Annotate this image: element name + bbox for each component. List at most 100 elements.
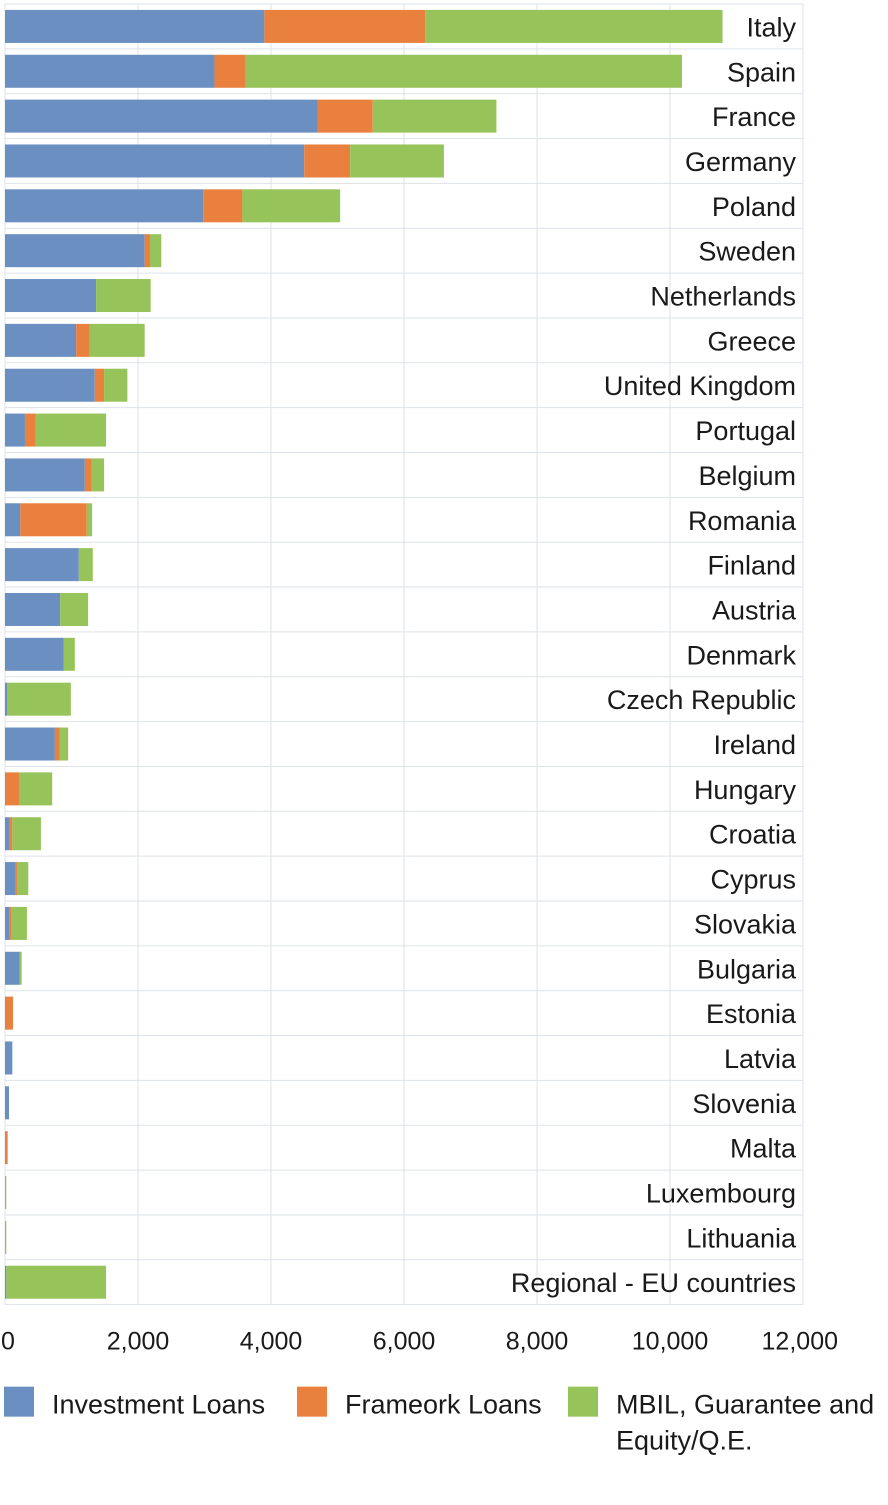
bar-segment-1 xyxy=(5,234,145,268)
gridlines xyxy=(4,3,804,1306)
bar-segment-1 xyxy=(5,772,6,806)
category-label: Regional - EU countries xyxy=(511,1268,796,1298)
bar-segment-1 xyxy=(5,323,77,357)
bar-segment-3 xyxy=(91,458,105,492)
bar-segment-3 xyxy=(5,1176,7,1210)
bar-segment-2 xyxy=(20,503,87,537)
category-label: Italy xyxy=(746,12,796,42)
category-label: Sweden xyxy=(698,237,796,267)
x-tick-label: 0 xyxy=(1,1328,15,1356)
bar-segment-1 xyxy=(5,637,64,671)
category-label: Denmark xyxy=(686,640,796,670)
bar-segment-3 xyxy=(63,637,75,671)
bar-segment-2 xyxy=(54,727,60,761)
bar-segment-3 xyxy=(5,1220,7,1254)
legend: Investment Loans Frameork Loans MBIL, Guar… xyxy=(4,1386,874,1456)
bar-segment-1 xyxy=(5,682,7,716)
category-label: Poland xyxy=(712,192,796,222)
x-tick-label: 2,000 xyxy=(107,1328,170,1356)
bar-segment-2 xyxy=(76,323,90,357)
bars xyxy=(5,9,723,1299)
category-label: Germany xyxy=(685,147,797,177)
category-label: Czech Republic xyxy=(607,685,796,715)
legend-label: Frameork Loans xyxy=(345,1390,542,1420)
bar-segment-1 xyxy=(5,817,9,851)
category-label: Greece xyxy=(707,326,796,356)
bar-segment-1 xyxy=(5,189,204,223)
x-tick-label: 8,000 xyxy=(506,1328,569,1356)
category-label: Hungary xyxy=(694,775,797,805)
bar-segment-1 xyxy=(5,413,25,447)
category-label: Spain xyxy=(727,57,796,87)
bar-segment-2 xyxy=(317,99,373,133)
category-label: Slovenia xyxy=(692,1089,797,1119)
bar-segment-2 xyxy=(5,996,13,1030)
bar-segment-3 xyxy=(19,951,22,985)
bar-segment-3 xyxy=(372,99,497,133)
bar-segment-3 xyxy=(6,1265,107,1299)
legend-label: Investment Loans xyxy=(52,1390,265,1420)
bar-segment-2 xyxy=(214,54,246,88)
bar-segment-2 xyxy=(9,906,11,940)
bar-segment-2 xyxy=(5,772,19,806)
category-label: Estonia xyxy=(706,999,797,1029)
bar-segment-1 xyxy=(5,144,305,178)
bar-segment-1 xyxy=(5,951,20,985)
x-tick-label: 6,000 xyxy=(373,1328,436,1356)
bar-segment-3 xyxy=(16,862,29,896)
bar-segment-1 xyxy=(5,279,97,313)
bar-segment-3 xyxy=(242,189,341,223)
bar-segment-1 xyxy=(5,54,215,88)
bar-segment-3 xyxy=(10,906,27,940)
x-tick-label: 4,000 xyxy=(240,1328,303,1356)
bar-segment-2 xyxy=(203,189,243,223)
bar-segment-1 xyxy=(5,1265,7,1299)
bar-segment-1 xyxy=(5,548,79,582)
category-label: France xyxy=(712,102,796,132)
bar-segment-3 xyxy=(60,592,89,626)
bar-segment-3 xyxy=(35,413,107,447)
bar-segment-3 xyxy=(96,279,151,313)
x-tick-label: 12,000 xyxy=(762,1328,838,1356)
legend-label: MBIL, Guarantee and Equity/Q.E. xyxy=(616,1390,874,1456)
bar-segment-3 xyxy=(104,368,128,402)
bar-segment-3 xyxy=(149,234,162,268)
category-label: Netherlands xyxy=(650,282,796,312)
bar-segment-2 xyxy=(94,368,105,402)
category-label: Portugal xyxy=(695,416,796,446)
bar-segment-2 xyxy=(144,234,150,268)
bar-segment-1 xyxy=(5,862,16,896)
bar-segment-2 xyxy=(15,862,17,896)
category-label: Cyprus xyxy=(710,865,796,895)
bar-segment-2 xyxy=(84,458,92,492)
category-label: Bulgaria xyxy=(697,954,797,984)
category-label: Belgium xyxy=(698,461,796,491)
bar-segment-1 xyxy=(5,1041,13,1075)
bar-segment-1 xyxy=(5,503,21,537)
category-label: Croatia xyxy=(709,820,797,850)
category-label: Romania xyxy=(688,506,797,536)
bar-segment-3 xyxy=(350,144,444,178)
bar-segment-3 xyxy=(425,9,723,43)
bar-segment-1 xyxy=(5,99,318,133)
bar-segment-1 xyxy=(5,996,6,1030)
bar-segment-1 xyxy=(5,727,55,761)
bar-segment-3 xyxy=(12,817,41,851)
bar-segment-2 xyxy=(304,144,351,178)
bar-segment-1 xyxy=(5,906,10,940)
bar-segment-3 xyxy=(6,682,71,716)
bar-segment-2 xyxy=(24,413,36,447)
bar-segment-3 xyxy=(59,727,69,761)
x-axis-tick-labels: 0 2,000 4,000 6,000 8,000 10,000 12,000 xyxy=(1,1328,838,1356)
bar-segment-3 xyxy=(18,772,53,806)
category-label: Finland xyxy=(707,551,796,581)
bar-segment-2 xyxy=(5,1131,8,1165)
category-label: United Kingdom xyxy=(604,371,796,401)
bar-segment-1 xyxy=(5,368,95,402)
category-label: Austria xyxy=(712,595,797,625)
category-label: Malta xyxy=(730,1134,797,1164)
bar-segment-1 xyxy=(5,592,61,626)
bar-segment-3 xyxy=(86,503,93,537)
x-tick-label: 10,000 xyxy=(632,1328,708,1356)
